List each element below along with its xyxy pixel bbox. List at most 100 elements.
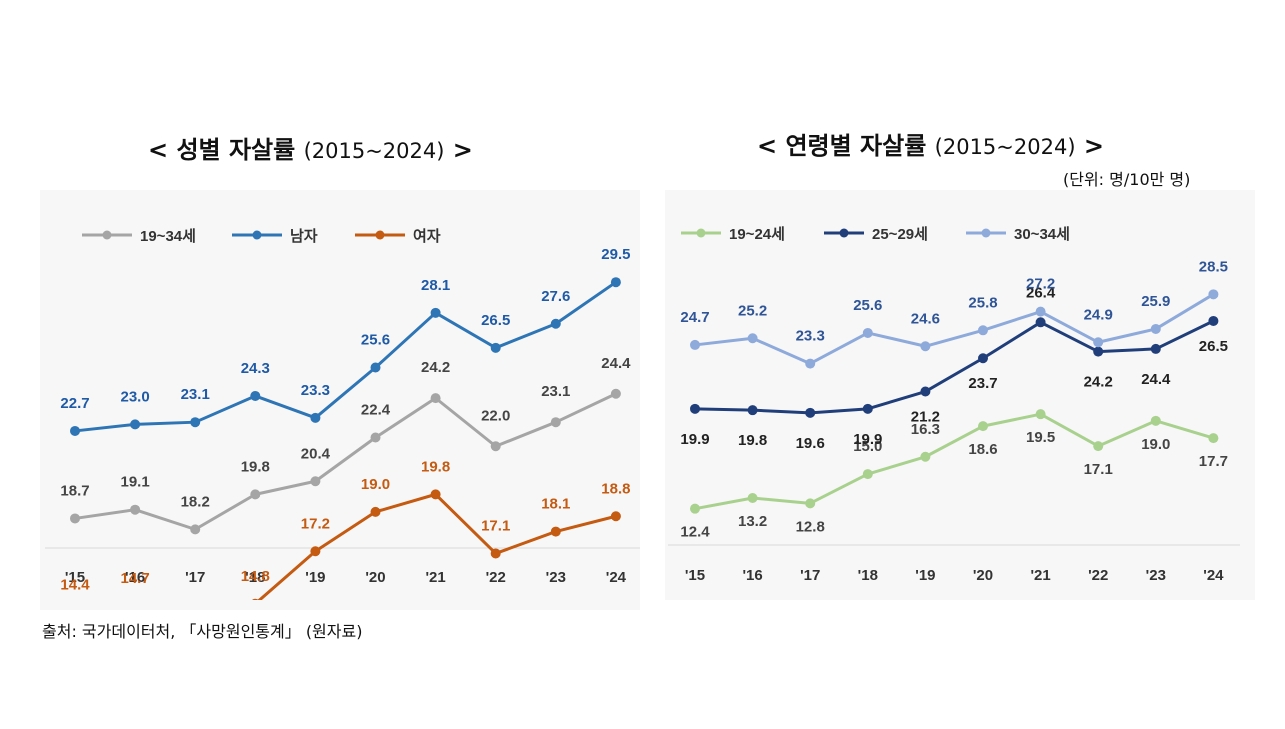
right-data-point (920, 386, 931, 397)
left-data-point (430, 307, 441, 318)
left-data-point (310, 412, 321, 423)
left-data-point (251, 598, 259, 600)
right-data-point (805, 407, 816, 418)
left-chart-background (40, 190, 640, 610)
right-data-point (1150, 343, 1161, 354)
right-data-point (978, 325, 988, 336)
right-data-label: 17.1 (1084, 461, 1113, 478)
right-data-point (1150, 323, 1161, 334)
left-data-label: 19.0 (361, 476, 390, 493)
right-data-point (978, 353, 988, 364)
left-data-label: 24.2 (421, 359, 450, 376)
right-x-tick-label: '24 (1203, 567, 1224, 584)
left-data-label: 18.1 (541, 496, 570, 513)
left-data-label: 14.8 (241, 568, 270, 585)
left-data-label: 19.8 (241, 458, 270, 475)
left-data-point (550, 318, 561, 329)
right-legend-label: 19~24세 (729, 226, 785, 243)
left-data-label: 23.0 (120, 388, 149, 405)
left-title-end: > (444, 136, 473, 164)
right-data-label: 12.8 (796, 518, 825, 535)
right-data-label: 17.7 (1199, 453, 1228, 470)
left-x-tick-label: '15 (65, 569, 85, 586)
right-data-point (690, 503, 700, 514)
right-data-label: 19.9 (680, 431, 709, 448)
right-data-point (747, 493, 758, 504)
left-data-point (610, 511, 621, 522)
right-data-point (1208, 289, 1219, 300)
left-title-text: < 성별 자살률 (148, 136, 304, 164)
right-chart-background (665, 190, 1255, 600)
left-data-label: 25.6 (361, 332, 390, 349)
left-data-point (490, 441, 501, 452)
left-data-label: 26.5 (481, 312, 510, 329)
right-data-point (1150, 415, 1161, 426)
left-data-point (310, 476, 321, 487)
right-data-label: 25.6 (853, 297, 882, 314)
left-x-tick-label: '17 (185, 569, 205, 586)
left-data-label: 22.4 (361, 402, 391, 419)
right-data-label: 19.9 (853, 431, 882, 448)
left-data-label: 23.1 (541, 383, 570, 400)
left-data-point (430, 489, 441, 500)
right-data-point (747, 333, 758, 344)
left-legend-label: 남자 (290, 228, 318, 245)
left-data-point (70, 513, 80, 524)
left-series-line (74, 280, 617, 433)
left-chart-title: < 성별 자살률 (2015~2024) > (148, 130, 473, 165)
left-legend-marker (252, 230, 262, 240)
left-data-point (190, 524, 201, 535)
left-data-label: 23.1 (181, 386, 210, 403)
right-x-tick-label: '20 (973, 567, 993, 584)
left-data-point (70, 425, 80, 436)
left-data-label: 17.2 (301, 515, 330, 532)
left-legend-marker (102, 230, 112, 240)
right-data-label: 25.2 (738, 302, 767, 319)
right-data-point (1093, 337, 1104, 348)
left-data-point (370, 432, 381, 443)
left-data-label: 27.6 (541, 288, 570, 305)
left-x-tick-label: '21 (425, 569, 445, 586)
right-data-point (920, 451, 931, 462)
left-data-point (250, 489, 261, 500)
right-data-point (1035, 409, 1046, 420)
unit-note: (단위: 명/10만 명) (1063, 170, 1191, 189)
left-data-point (310, 546, 321, 557)
right-data-point (1093, 346, 1104, 357)
right-x-tick-label: '19 (915, 567, 935, 584)
right-x-tick-label: '22 (1088, 567, 1108, 584)
left-data-label: 22.0 (481, 407, 510, 424)
left-data-label: 18.2 (181, 493, 210, 510)
left-series-line (257, 492, 617, 600)
right-series-line (694, 319, 1215, 415)
right-legend-marker (981, 228, 991, 238)
left-data-label: 18.8 (601, 480, 630, 497)
right-data-point (805, 358, 816, 369)
left-series-line (74, 392, 617, 531)
left-legend-label: 여자 (413, 228, 441, 245)
right-data-label: 24.9 (1084, 306, 1113, 323)
left-data-point (610, 388, 621, 399)
right-data-point (1035, 317, 1046, 328)
left-x-tick-label: '19 (305, 569, 325, 586)
left-data-point (610, 277, 621, 288)
right-data-label: 19.0 (1141, 436, 1170, 453)
left-data-point (490, 548, 501, 559)
right-data-label: 23.7 (968, 375, 997, 392)
right-series-line (694, 412, 1214, 511)
right-x-tick-label: '18 (858, 567, 878, 584)
left-data-label: 14.7 (120, 570, 149, 587)
right-data-point (747, 405, 758, 416)
left-data-point (250, 390, 261, 401)
left-x-tick-label: '16 (125, 569, 145, 586)
source-note: 출처: 국가데이터처, 「사망원인통계」 (원자료) (42, 622, 363, 641)
left-x-tick-label: '22 (486, 569, 506, 586)
right-data-point (805, 498, 816, 509)
right-data-label: 24.7 (680, 309, 709, 326)
left-data-label: 18.7 (60, 482, 89, 499)
right-data-label: 18.6 (968, 441, 997, 458)
left-x-tick-label: '18 (245, 569, 265, 586)
left-data-label: 23.3 (301, 382, 330, 399)
left-data-point (130, 419, 141, 430)
left-x-tick-label: '23 (546, 569, 566, 586)
